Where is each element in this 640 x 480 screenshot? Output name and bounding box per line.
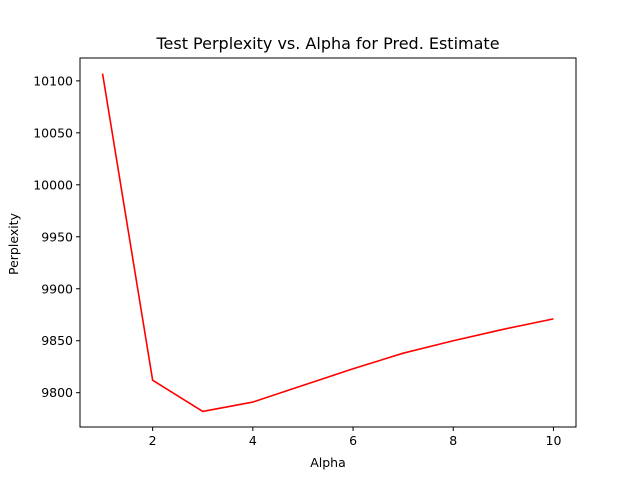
y-tick-label: 9800 xyxy=(41,385,73,400)
y-tick-label: 10100 xyxy=(33,73,73,88)
y-tick-label: 9850 xyxy=(41,333,73,348)
plot-frame xyxy=(79,57,577,428)
series-line xyxy=(101,73,554,413)
chart-title: Test Perplexity vs. Alpha for Pred. Esti… xyxy=(155,34,499,53)
x-axis-label: Alpha xyxy=(310,455,346,470)
y-axis-label: Perplexity xyxy=(6,212,21,275)
x-tick-label: 10 xyxy=(546,433,562,448)
x-axis: 2 4 6 8 10 xyxy=(149,427,562,448)
x-tick-label: 4 xyxy=(249,433,257,448)
x-tick-label: 2 xyxy=(149,433,157,448)
y-axis: 9800 9850 9900 9950 10000 10050 10100 xyxy=(33,73,80,400)
y-tick-label: 10000 xyxy=(33,177,73,192)
x-tick-label: 6 xyxy=(349,433,357,448)
y-tick-label: 9950 xyxy=(41,229,73,244)
x-tick-label: 8 xyxy=(449,433,457,448)
series-layer xyxy=(101,73,554,413)
y-tick-label: 9900 xyxy=(41,281,73,296)
y-tick-label: 10050 xyxy=(33,125,73,140)
